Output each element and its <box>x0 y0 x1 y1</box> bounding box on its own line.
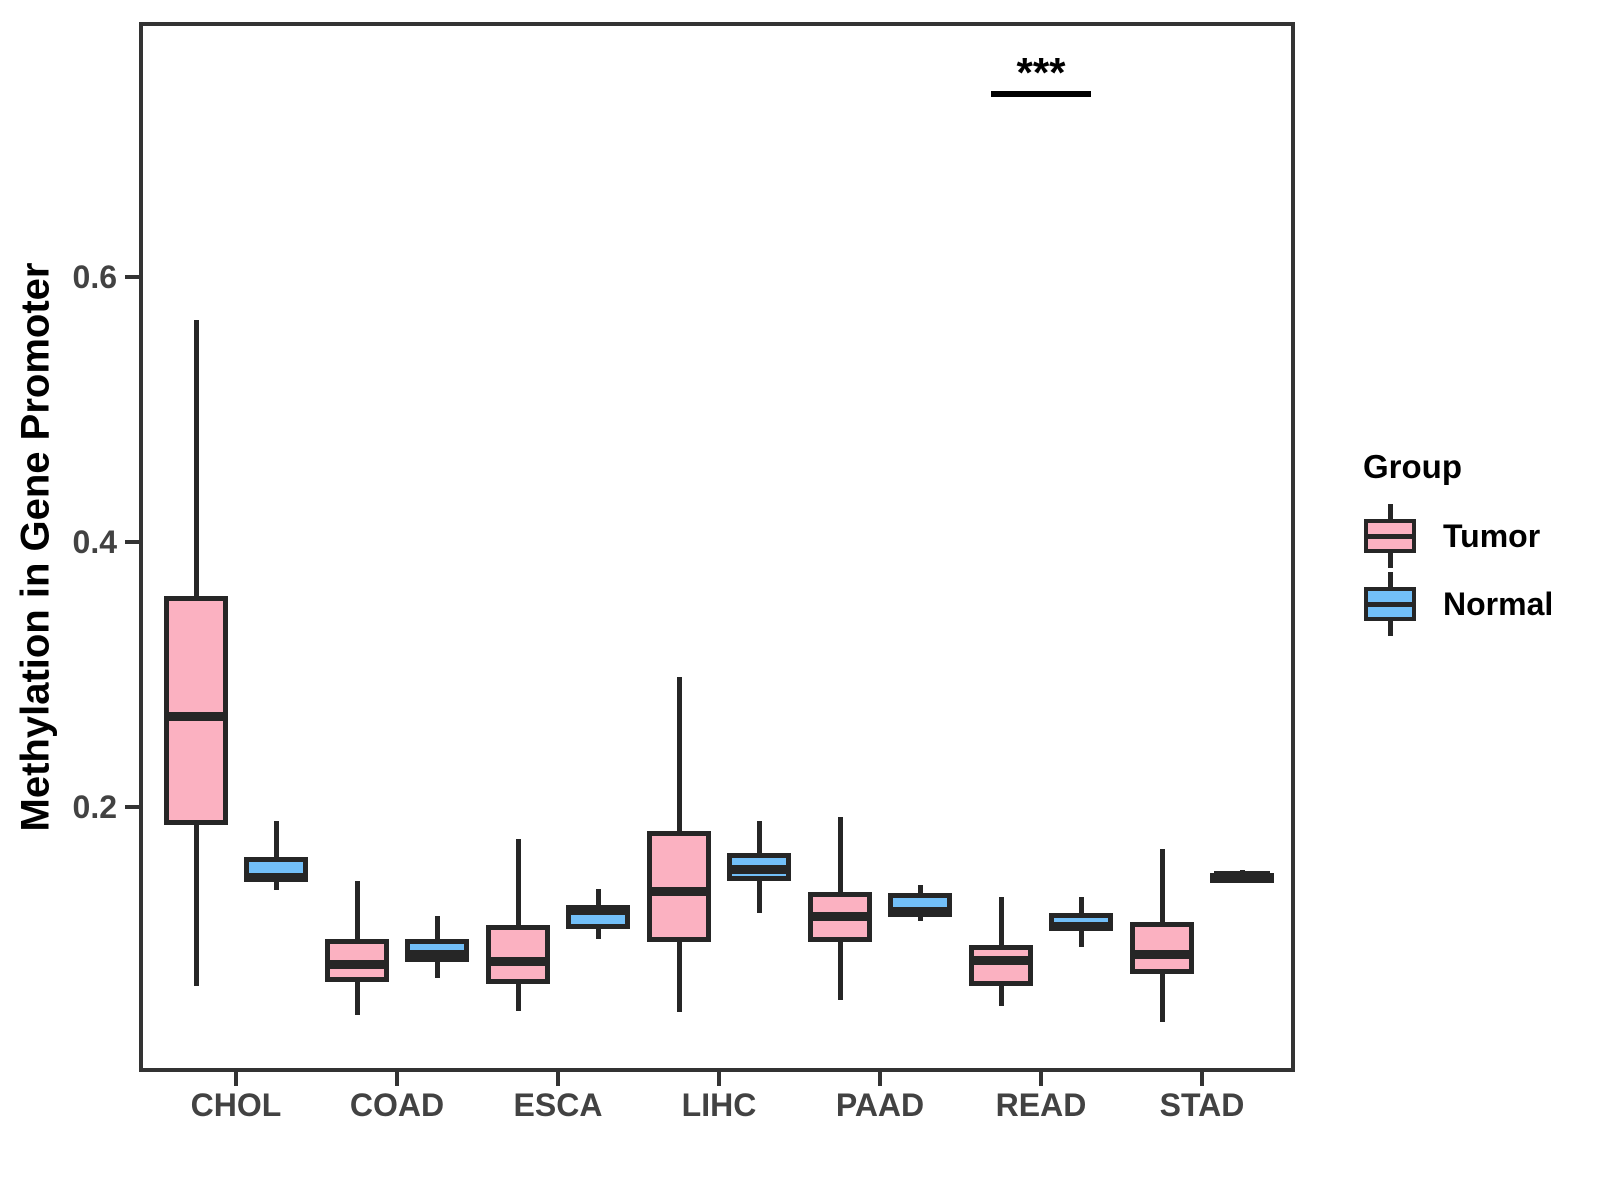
x-tick-label-READ: READ <box>995 1087 1087 1123</box>
x-tick-label-CHOL: CHOL <box>190 1087 282 1123</box>
x-tick-mark-READ <box>1039 1072 1043 1086</box>
x-tick-mark-LIHC <box>717 1072 721 1086</box>
median-ESCA-Normal <box>570 905 626 915</box>
median-LIHC-Tumor <box>651 887 707 897</box>
median-STAD-Normal <box>1214 871 1270 881</box>
y-tick-label-0.6: 0.6 <box>72 258 117 295</box>
legend-entries: Tumor Normal <box>1363 502 1553 638</box>
x-tick-mark-STAD <box>1200 1072 1204 1086</box>
plot-panel: *** <box>139 22 1295 1072</box>
box-ESCA-Tumor <box>486 924 550 985</box>
y-tick-label-0.4: 0.4 <box>72 523 117 560</box>
median-LIHC-Normal <box>731 864 787 874</box>
legend-glyph-median <box>1367 534 1413 539</box>
box-LIHC-Tumor <box>647 830 711 943</box>
legend-entry-tumor: Tumor <box>1363 502 1553 570</box>
box-STAD-Tumor <box>1130 922 1194 974</box>
x-tick-label-PAAD: PAAD <box>835 1087 925 1123</box>
x-tick-mark-CHOL <box>234 1072 238 1086</box>
median-ESCA-Tumor <box>490 957 546 967</box>
x-tick-label-ESCA: ESCA <box>513 1087 603 1123</box>
median-READ-Tumor <box>973 956 1029 966</box>
median-PAAD-Normal <box>892 907 948 917</box>
significance-stars: *** <box>1016 48 1066 96</box>
legend-label-tumor: Tumor <box>1443 517 1541 554</box>
median-COAD-Tumor <box>329 960 385 970</box>
median-READ-Normal <box>1053 921 1109 931</box>
median-COAD-Normal <box>409 949 465 959</box>
x-tick-label-STAD: STAD <box>1159 1087 1245 1123</box>
legend-boxplot-glyph-tumor <box>1363 504 1417 568</box>
median-STAD-Tumor <box>1134 949 1190 959</box>
y-tick-mark-0.2 <box>125 804 139 809</box>
legend-title: Group <box>1363 448 1462 485</box>
box-READ-Tumor <box>969 944 1033 986</box>
legend: Group Tumor Normal <box>1363 448 1553 638</box>
whisker-CHOL-Normal <box>274 821 279 891</box>
x-tick-label-COAD: COAD <box>349 1087 445 1123</box>
legend-entry-normal: Normal <box>1363 570 1553 638</box>
y-tick-label-0.2: 0.2 <box>72 788 117 825</box>
legend-boxplot-glyph-normal <box>1363 572 1417 636</box>
x-tick-mark-PAAD <box>878 1072 882 1086</box>
legend-glyph-median <box>1367 602 1413 607</box>
panel-border <box>139 22 1295 1072</box>
y-tick-mark-0.6 <box>125 274 139 279</box>
legend-label-normal: Normal <box>1443 585 1554 622</box>
x-tick-mark-ESCA <box>556 1072 560 1086</box>
box-CHOL-Tumor <box>164 596 228 826</box>
x-tick-mark-COAD <box>395 1072 399 1086</box>
median-PAAD-Tumor <box>812 912 868 922</box>
y-tick-mark-0.4 <box>125 539 139 544</box>
x-tick-label-LIHC: LIHC <box>681 1087 757 1123</box>
median-CHOL-Normal <box>248 872 304 882</box>
median-CHOL-Tumor <box>168 712 224 722</box>
significance-line <box>991 90 1091 97</box>
